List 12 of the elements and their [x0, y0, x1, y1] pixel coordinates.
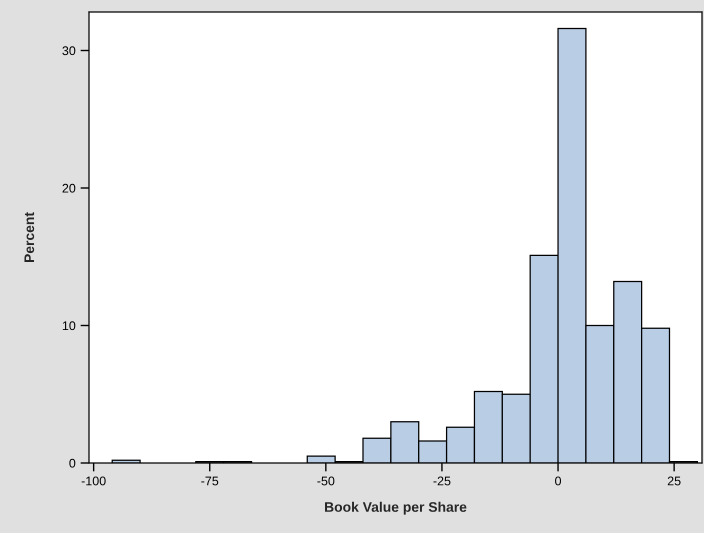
- x-tick-label: -75: [201, 476, 218, 486]
- x-axis-title: Book Value per Share: [325, 502, 466, 515]
- x-tick-label: -50: [317, 476, 334, 486]
- y-tick-label: 30: [62, 46, 76, 56]
- x-tick-label: 0: [555, 476, 562, 486]
- x-tick-label: -100: [82, 476, 106, 486]
- y-axis-title: Percent: [24, 212, 34, 262]
- y-tick-label: 20: [62, 184, 76, 193]
- y-tick-label: 10: [62, 321, 76, 330]
- x-tick-label: 25: [668, 476, 681, 486]
- y-tick-label: 0: [69, 458, 76, 468]
- x-tick-label: -25: [433, 476, 450, 486]
